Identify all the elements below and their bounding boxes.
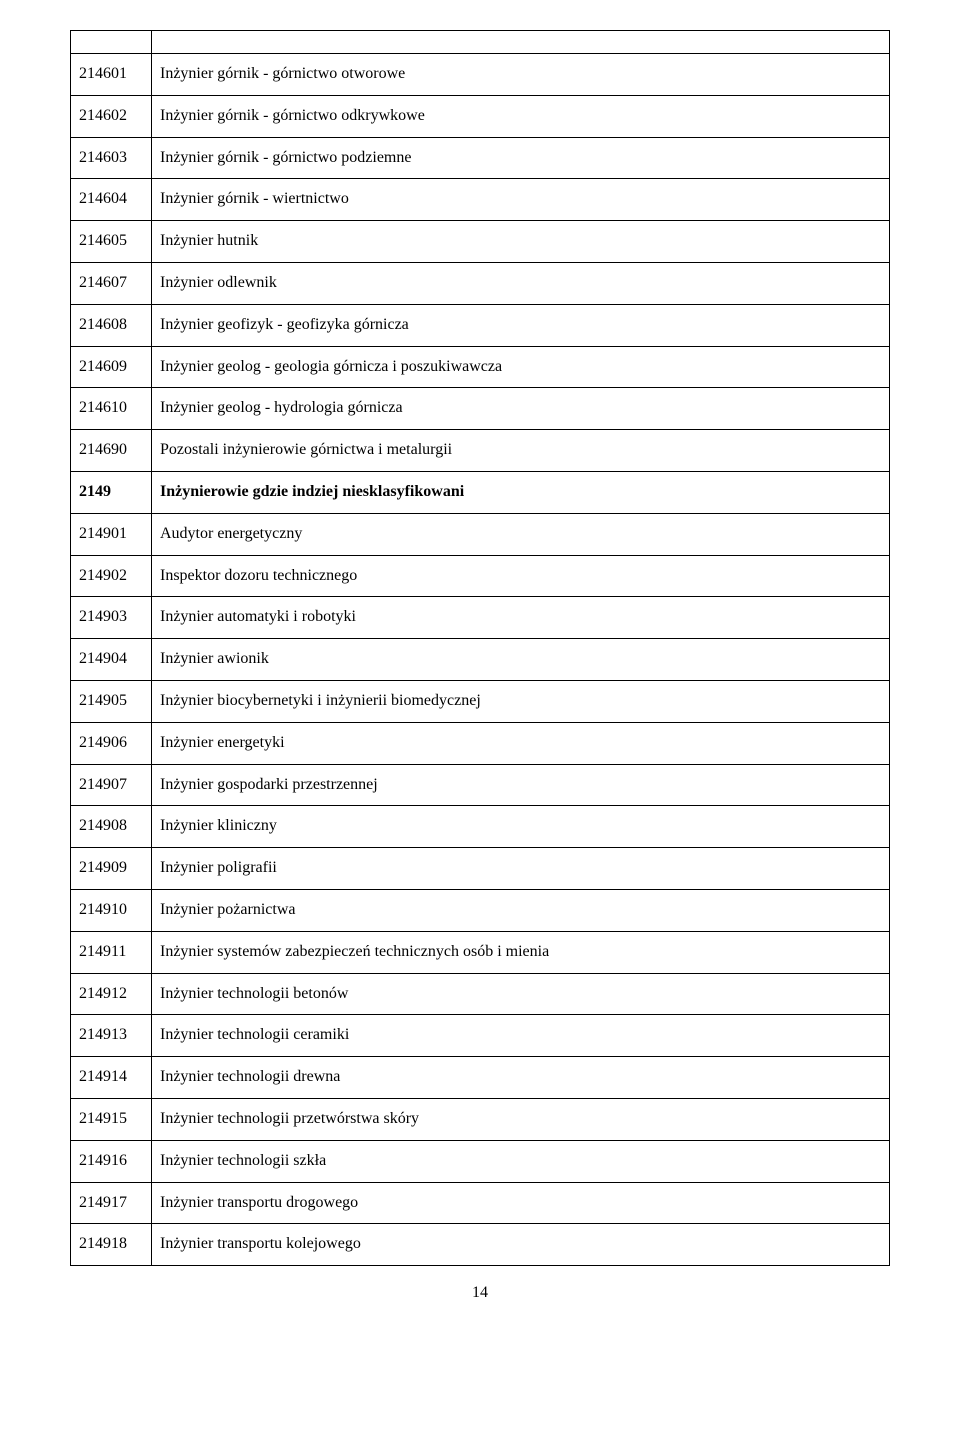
code-cell: 214605	[71, 221, 152, 263]
code-cell: 214609	[71, 346, 152, 388]
table-row: 214607Inżynier odlewnik	[71, 262, 890, 304]
code-cell: 214690	[71, 430, 152, 472]
description-cell: Inżynier odlewnik	[152, 262, 890, 304]
code-cell: 214904	[71, 639, 152, 681]
description-cell: Inżynier systemów zabezpieczeń techniczn…	[152, 931, 890, 973]
table-row: 214903Inżynier automatyki i robotyki	[71, 597, 890, 639]
code-cell: 214610	[71, 388, 152, 430]
description-cell: Inżynier hutnik	[152, 221, 890, 263]
code-cell: 214902	[71, 555, 152, 597]
code-cell: 214607	[71, 262, 152, 304]
table-row: 214690Pozostali inżynierowie górnictwa i…	[71, 430, 890, 472]
table-row: 214914Inżynier technologii drewna	[71, 1057, 890, 1099]
code-cell	[71, 31, 152, 54]
table-row: 214906Inżynier energetyki	[71, 722, 890, 764]
table-row: 214909Inżynier poligrafii	[71, 848, 890, 890]
description-cell: Pozostali inżynierowie górnictwa i metal…	[152, 430, 890, 472]
code-cell: 214917	[71, 1182, 152, 1224]
code-cell: 214906	[71, 722, 152, 764]
description-cell: Inżynier kliniczny	[152, 806, 890, 848]
table-row: 214901Audytor energetyczny	[71, 513, 890, 555]
document-page: 214601Inżynier górnik - górnictwo otworo…	[0, 0, 960, 1452]
table-row: 214610Inżynier geolog - hydrologia górni…	[71, 388, 890, 430]
code-cell: 2149	[71, 471, 152, 513]
code-cell: 214914	[71, 1057, 152, 1099]
table-row: 214911Inżynier systemów zabezpieczeń tec…	[71, 931, 890, 973]
description-cell: Inżynier geolog - geologia górnicza i po…	[152, 346, 890, 388]
description-cell: Inspektor dozoru technicznego	[152, 555, 890, 597]
code-cell: 214908	[71, 806, 152, 848]
table-row: 214915Inżynier technologii przetwórstwa …	[71, 1098, 890, 1140]
table-row: 214604Inżynier górnik - wiertnictwo	[71, 179, 890, 221]
table-body: 214601Inżynier górnik - górnictwo otworo…	[71, 31, 890, 1266]
description-cell	[152, 31, 890, 54]
table-row: 214918Inżynier transportu kolejowego	[71, 1224, 890, 1266]
page-number: 14	[70, 1284, 890, 1302]
description-cell: Inżynier technologii ceramiki	[152, 1015, 890, 1057]
code-cell: 214912	[71, 973, 152, 1015]
description-cell: Inżynier technologii szkła	[152, 1140, 890, 1182]
table-row: 214902Inspektor dozoru technicznego	[71, 555, 890, 597]
table-row: 214609Inżynier geolog - geologia górnicz…	[71, 346, 890, 388]
table-row: 214905Inżynier biocybernetyki i inżynier…	[71, 680, 890, 722]
table-row: 214904Inżynier awionik	[71, 639, 890, 681]
table-row: 214602Inżynier górnik - górnictwo odkryw…	[71, 95, 890, 137]
description-cell: Inżynier awionik	[152, 639, 890, 681]
table-row: 214603Inżynier górnik - górnictwo podzie…	[71, 137, 890, 179]
code-cell: 214910	[71, 889, 152, 931]
description-cell: Inżynier pożarnictwa	[152, 889, 890, 931]
code-cell: 214907	[71, 764, 152, 806]
code-cell: 214918	[71, 1224, 152, 1266]
table-row: 2149Inżynierowie gdzie indziej niesklasy…	[71, 471, 890, 513]
table-row: 214917Inżynier transportu drogowego	[71, 1182, 890, 1224]
description-cell: Inżynier gospodarki przestrzennej	[152, 764, 890, 806]
code-cell: 214905	[71, 680, 152, 722]
code-cell: 214909	[71, 848, 152, 890]
table-row: 214608Inżynier geofizyk - geofizyka górn…	[71, 304, 890, 346]
table-row: 214601Inżynier górnik - górnictwo otworo…	[71, 54, 890, 96]
code-cell: 214602	[71, 95, 152, 137]
description-cell: Inżynier górnik - górnictwo otworowe	[152, 54, 890, 96]
table-row: 214908Inżynier kliniczny	[71, 806, 890, 848]
description-cell: Inżynier energetyki	[152, 722, 890, 764]
description-cell: Inżynier górnik - wiertnictwo	[152, 179, 890, 221]
description-cell: Inżynier transportu drogowego	[152, 1182, 890, 1224]
description-cell: Inżynier technologii betonów	[152, 973, 890, 1015]
description-cell: Inżynier geofizyk - geofizyka górnicza	[152, 304, 890, 346]
description-cell: Inżynierowie gdzie indziej niesklasyfiko…	[152, 471, 890, 513]
description-cell: Audytor energetyczny	[152, 513, 890, 555]
code-cell: 214604	[71, 179, 152, 221]
code-cell: 214608	[71, 304, 152, 346]
description-cell: Inżynier biocybernetyki i inżynierii bio…	[152, 680, 890, 722]
code-cell: 214916	[71, 1140, 152, 1182]
table-row: 214913Inżynier technologii ceramiki	[71, 1015, 890, 1057]
table-row: 214910Inżynier pożarnictwa	[71, 889, 890, 931]
description-cell: Inżynier technologii przetwórstwa skóry	[152, 1098, 890, 1140]
code-cell: 214903	[71, 597, 152, 639]
table-row: 214907Inżynier gospodarki przestrzennej	[71, 764, 890, 806]
code-cell: 214601	[71, 54, 152, 96]
code-cell: 214603	[71, 137, 152, 179]
description-cell: Inżynier transportu kolejowego	[152, 1224, 890, 1266]
code-cell: 214913	[71, 1015, 152, 1057]
description-cell: Inżynier automatyki i robotyki	[152, 597, 890, 639]
description-cell: Inżynier górnik - górnictwo odkrywkowe	[152, 95, 890, 137]
description-cell: Inżynier górnik - górnictwo podziemne	[152, 137, 890, 179]
code-cell: 214901	[71, 513, 152, 555]
table-row: 214605Inżynier hutnik	[71, 221, 890, 263]
description-cell: Inżynier geolog - hydrologia górnicza	[152, 388, 890, 430]
code-cell: 214915	[71, 1098, 152, 1140]
classification-table: 214601Inżynier górnik - górnictwo otworo…	[70, 30, 890, 1266]
description-cell: Inżynier technologii drewna	[152, 1057, 890, 1099]
description-cell: Inżynier poligrafii	[152, 848, 890, 890]
code-cell: 214911	[71, 931, 152, 973]
table-row: 214912Inżynier technologii betonów	[71, 973, 890, 1015]
table-row: 214916Inżynier technologii szkła	[71, 1140, 890, 1182]
table-row	[71, 31, 890, 54]
